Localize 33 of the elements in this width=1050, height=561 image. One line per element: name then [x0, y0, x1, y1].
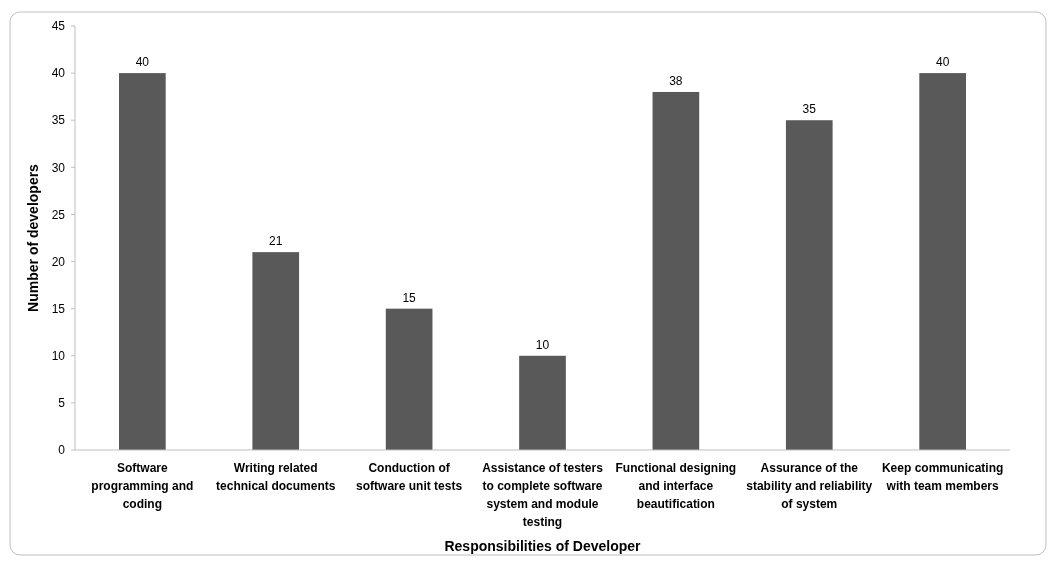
y-tick-label: 25 — [51, 207, 66, 222]
x-tick-label: Keep communicating with team members — [881, 461, 1004, 493]
bar — [919, 73, 966, 450]
y-tick-label: 40 — [51, 66, 66, 81]
y-tick-label: 45 — [51, 19, 66, 34]
y-tick-label: 0 — [58, 443, 66, 458]
x-tick-label: Assistance of testers to complete software system and module testing — [482, 461, 604, 529]
data-label: 40 — [935, 55, 950, 70]
y-tick-label: 15 — [51, 301, 66, 316]
y-tick-label: 20 — [51, 254, 66, 269]
x-tick-label: Functional designing and interface beautification — [615, 461, 737, 511]
data-label: 21 — [269, 234, 283, 249]
bar — [652, 91, 700, 450]
data-label: 40 — [135, 55, 150, 70]
y-tick-label: 30 — [51, 160, 66, 175]
bar — [119, 73, 166, 450]
bar — [519, 355, 566, 450]
data-label: 35 — [802, 102, 817, 117]
bar — [385, 308, 433, 450]
x-axis-title: Responsibilities of Developer — [444, 538, 642, 554]
bar — [252, 252, 300, 450]
x-tick-label: Writing related technical documents — [216, 461, 336, 493]
y-tick-label: 10 — [51, 348, 66, 363]
x-tick-label: Software programming and coding — [91, 461, 194, 511]
y-tick-label: 5 — [58, 396, 66, 411]
x-tick-label: Assurance of the stability and reliability of system — [746, 461, 873, 511]
data-label: 15 — [402, 290, 417, 305]
data-label: 10 — [535, 337, 550, 352]
y-axis-title: Number of developers — [25, 163, 41, 312]
data-label: 38 — [669, 73, 683, 88]
bar — [785, 120, 833, 450]
y-tick-label: 35 — [51, 113, 66, 128]
x-tick-label: Conduction of software unit tests — [356, 461, 463, 493]
